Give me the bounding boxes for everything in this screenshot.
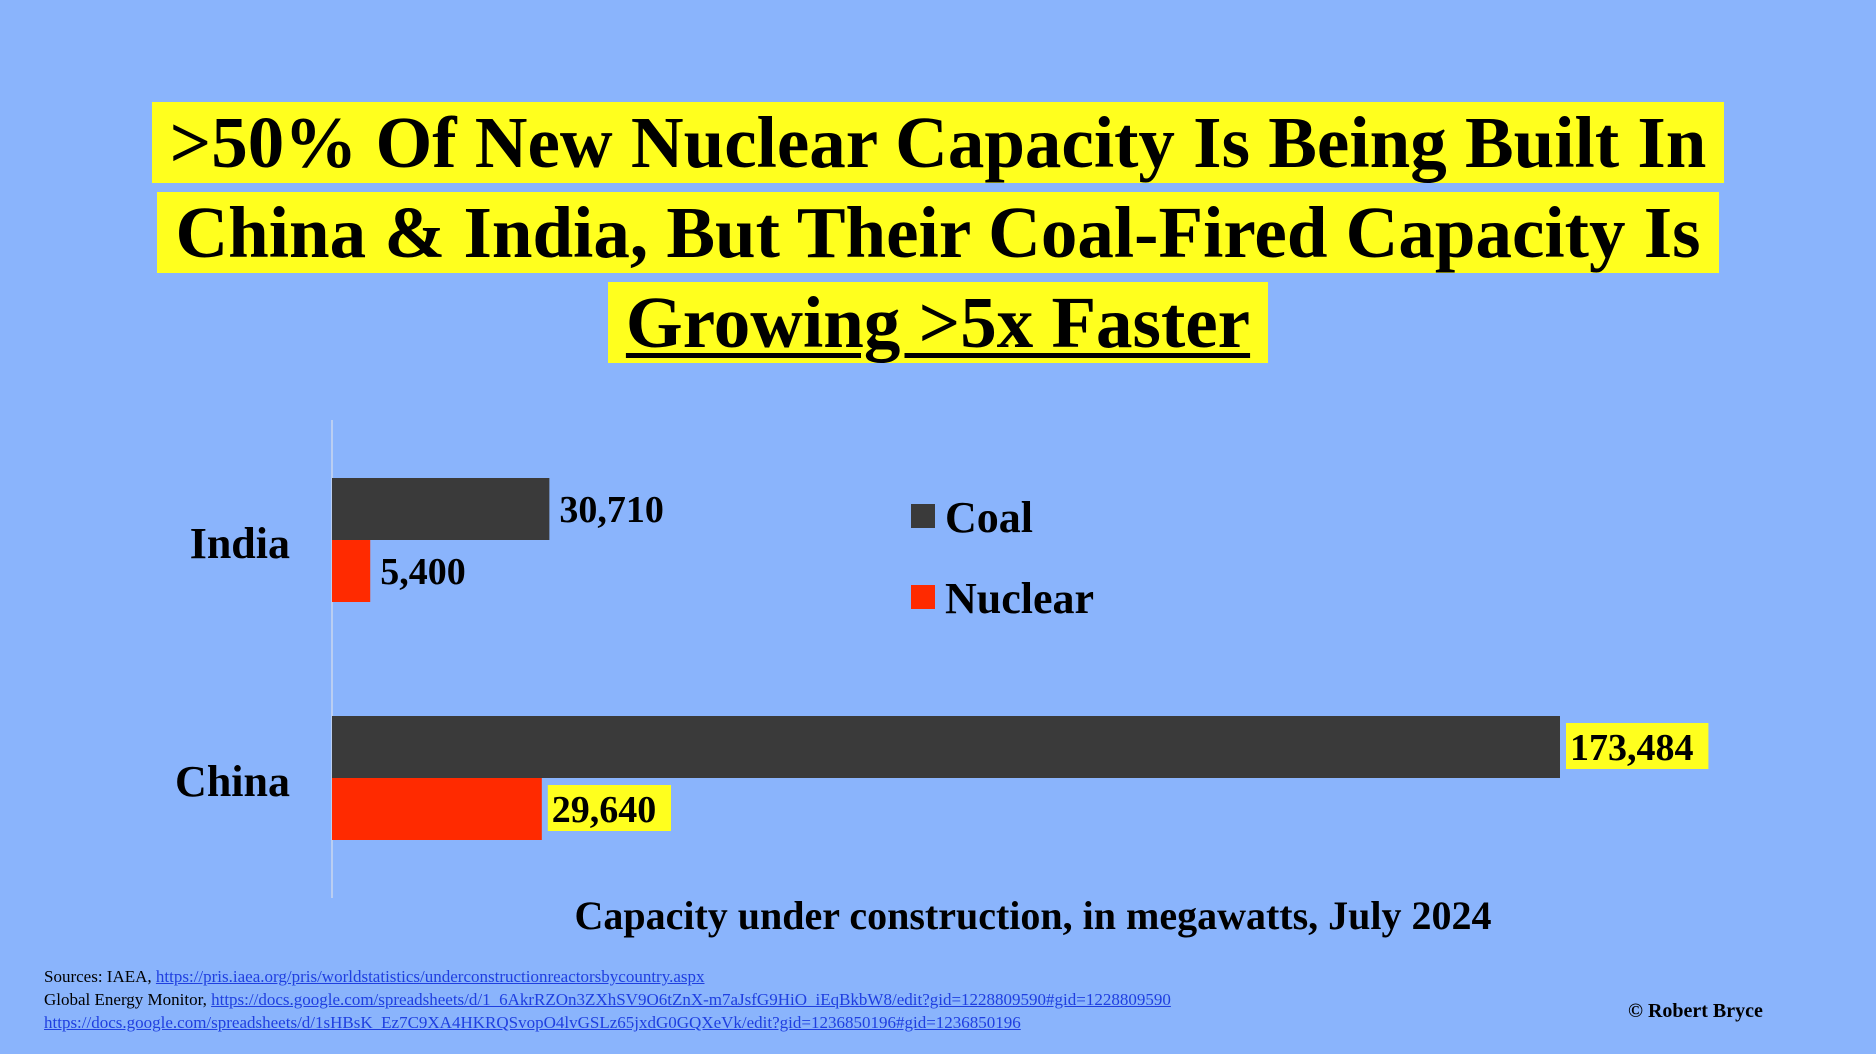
data-label-highlight-china-nuclear — [547, 785, 672, 831]
data-label-india-coal: 30,710 — [559, 489, 664, 531]
source-iaea-label: Sources: IAEA, — [44, 967, 156, 986]
bar-india-nuclear — [332, 540, 371, 602]
source-line-2: Global Energy Monitor, https://docs.goog… — [44, 988, 1171, 1011]
copyright-notice: © Robert Bryce — [1628, 1000, 1763, 1022]
title-line-1: >50% Of New Nuclear Capacity Is Being Bu… — [151, 102, 1725, 183]
source-line-1: Sources: IAEA, https://pris.iaea.org/pri… — [44, 965, 1171, 988]
source-gem-label: Global Energy Monitor, — [44, 990, 212, 1009]
category-label-china: China — [175, 757, 290, 806]
bar-chart: India 30,710 5,400 China 173,484 29,640 Coal Nu… — [175, 420, 1709, 938]
x-axis-title: Capacity under construction, in megawatt… — [574, 893, 1491, 938]
title-line-2: China & India, But Their Coal-Fired Capa… — [157, 192, 1719, 273]
legend-label-nuclear: Nuclear — [945, 574, 1094, 623]
data-label-china-coal: 173,484 — [1570, 727, 1694, 769]
page-title: >50% Of New Nuclear Capacity Is Being Bu… — [0, 98, 1876, 368]
sources: Sources: IAEA, https://pris.iaea.org/pri… — [44, 965, 1171, 1034]
source-gem-link-1[interactable]: https://docs.google.com/spreadsheets/d/1… — [211, 990, 1171, 1009]
category-label-india: India — [190, 519, 290, 568]
source-gem-link-2[interactable]: https://docs.google.com/spreadsheets/d/1… — [44, 1013, 1021, 1032]
legend-label-coal: Coal — [945, 493, 1033, 542]
source-iaea-link[interactable]: https://pris.iaea.org/pris/worldstatisti… — [155, 967, 705, 986]
bar-china-coal — [332, 716, 1560, 778]
data-label-highlight-china-coal — [1566, 723, 1709, 769]
data-label-india-nuclear: 5,400 — [380, 551, 466, 593]
bar-china-nuclear — [332, 778, 542, 840]
bar-india-coal — [332, 478, 550, 540]
source-line-3: https://docs.google.com/spreadsheets/d/1… — [44, 1011, 1171, 1034]
legend-swatch-nuclear — [911, 585, 935, 609]
legend-swatch-coal — [911, 504, 935, 528]
data-label-china-nuclear: 29,640 — [552, 789, 657, 831]
title-line-3: Growing >5x Faster — [607, 282, 1269, 363]
